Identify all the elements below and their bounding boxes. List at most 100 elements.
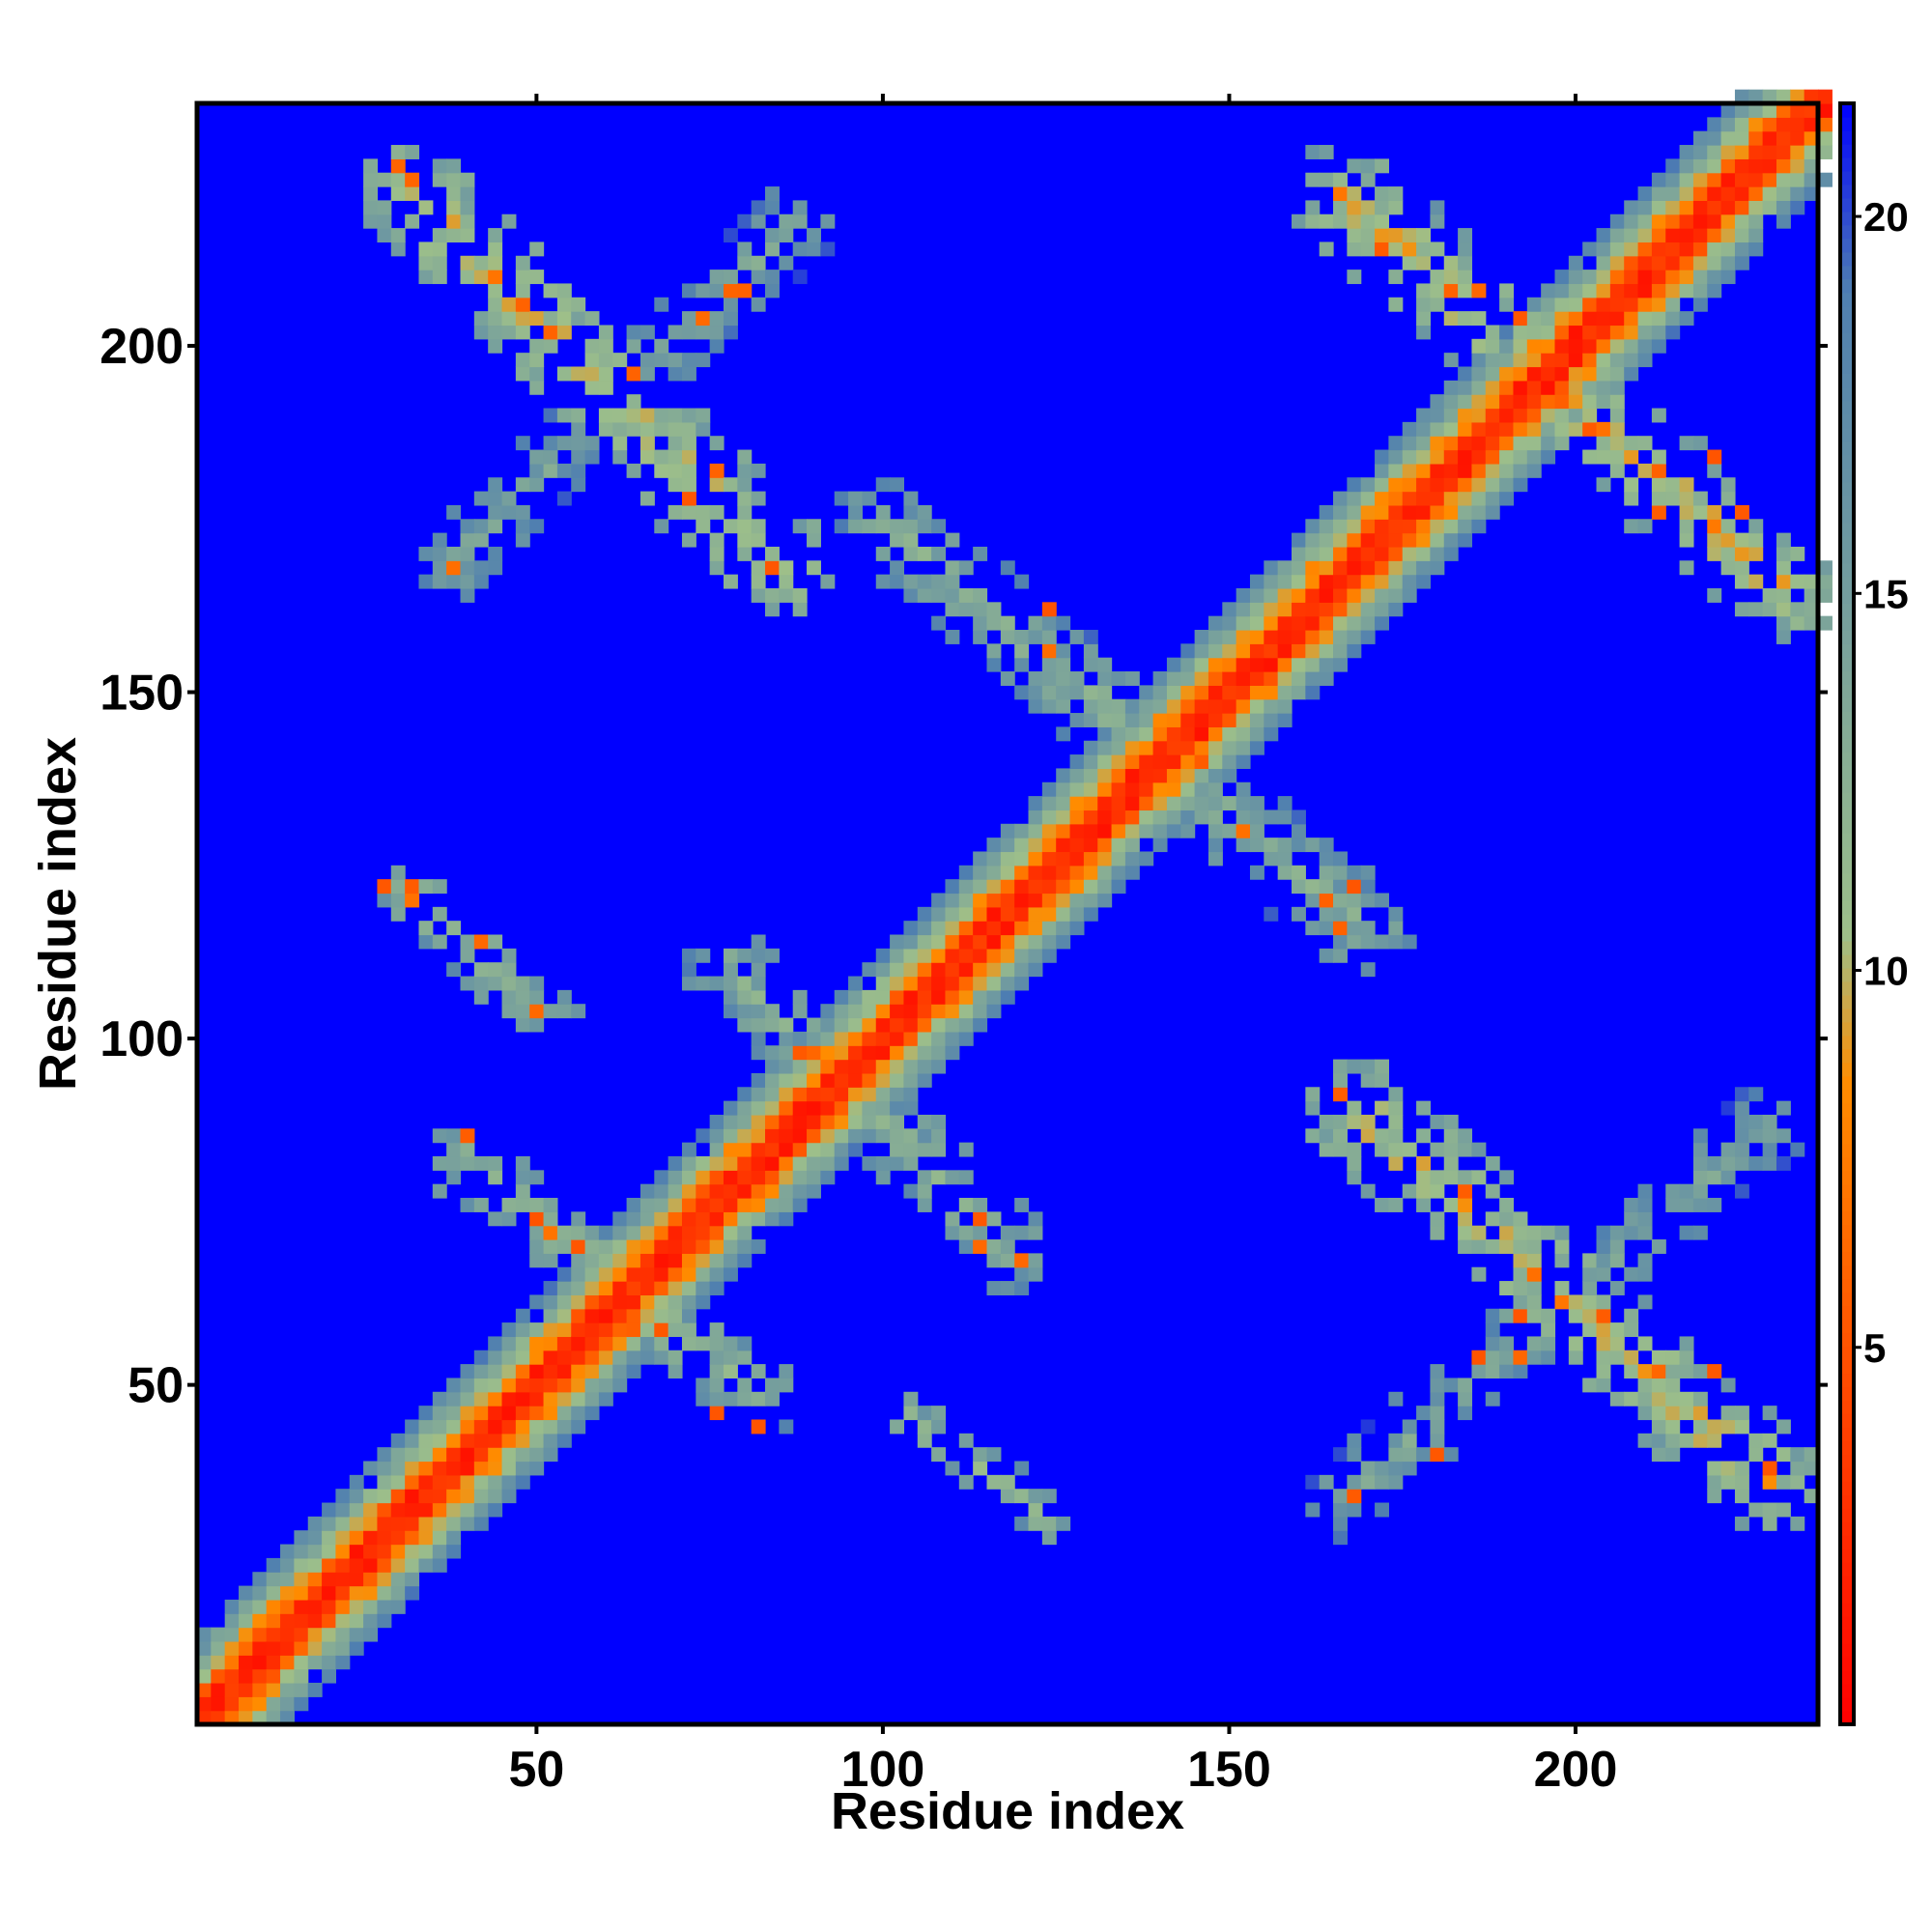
heatmap-cell: [1804, 172, 1819, 187]
heatmap-cell: [488, 1461, 503, 1476]
x-tick-label: 150: [1187, 1742, 1271, 1798]
heatmap-cell: [1582, 449, 1598, 465]
colorbar-segment: [1840, 265, 1854, 280]
heatmap-cell: [390, 1530, 406, 1546]
heatmap-cell: [1554, 1294, 1570, 1310]
heatmap-cell: [473, 1489, 489, 1504]
heatmap-cell: [1692, 1433, 1708, 1448]
heatmap-cell: [862, 1045, 877, 1061]
heatmap-cell: [668, 1239, 683, 1254]
heatmap-cell: [1734, 1087, 1749, 1102]
heatmap-cell: [418, 1461, 434, 1476]
heatmap-cell: [1208, 671, 1223, 686]
heatmap-cell: [1111, 698, 1126, 714]
heatmap-cell: [1083, 643, 1098, 659]
heatmap-cell: [418, 1530, 434, 1546]
heatmap-cell: [1637, 1336, 1653, 1351]
heatmap-cell: [1804, 615, 1819, 631]
heatmap-cell: [709, 1183, 724, 1199]
heatmap-cell: [654, 1281, 669, 1295]
heatmap-cell: [1319, 519, 1334, 534]
heatmap-cell: [1582, 408, 1598, 423]
heatmap-cell: [807, 519, 821, 534]
heatmap-cell: [239, 1640, 253, 1656]
heatmap-cell: [349, 1599, 364, 1614]
heatmap-cell: [1277, 615, 1293, 631]
heatmap-cell: [1499, 325, 1515, 340]
heatmap-cell: [1624, 311, 1639, 327]
heatmap-cell: [1748, 117, 1764, 132]
heatmap-cell: [446, 1155, 462, 1171]
heatmap-cell: [1319, 546, 1334, 561]
heatmap-cell: [848, 989, 864, 1005]
heatmap-cell: [1458, 1391, 1473, 1406]
heatmap-cell: [1624, 519, 1639, 534]
heatmap-cell: [1458, 1239, 1473, 1254]
heatmap-cell: [1541, 297, 1556, 312]
heatmap-cell: [1665, 477, 1681, 493]
heatmap-cell: [751, 213, 766, 229]
heatmap-cell: [1430, 436, 1445, 451]
heatmap-cell: [792, 1170, 808, 1185]
colorbar-segment: [1840, 860, 1854, 874]
heatmap-cell: [875, 989, 891, 1005]
heatmap-cell: [405, 1461, 420, 1476]
heatmap-cell: [322, 1613, 337, 1629]
heatmap-cell: [349, 1572, 364, 1587]
heatmap-cell: [446, 1391, 462, 1406]
heatmap-cell: [1776, 560, 1791, 576]
heatmap-cell: [626, 1198, 641, 1212]
heatmap-cell: [1402, 491, 1417, 506]
heatmap-cell: [612, 1253, 628, 1268]
colorbar-segment: [1840, 1224, 1854, 1239]
heatmap-cell: [1041, 1489, 1057, 1504]
heatmap-cell: [1665, 1447, 1681, 1463]
heatmap-cell: [418, 200, 434, 215]
heatmap-cell: [890, 1031, 905, 1046]
heatmap-cell: [432, 574, 447, 589]
heatmap-cell: [322, 1668, 337, 1684]
heatmap-cell: [709, 1142, 724, 1157]
heatmap-cell: [1069, 879, 1085, 895]
heatmap-cell: [446, 1406, 462, 1421]
heatmap-cell: [598, 408, 613, 423]
heatmap-cell: [723, 976, 738, 991]
heatmap-cell: [1347, 602, 1362, 617]
heatmap-cell: [473, 532, 489, 548]
heatmap-cell: [1499, 1350, 1515, 1365]
heatmap-cell: [1818, 560, 1833, 576]
heatmap-cell: [515, 989, 530, 1005]
heatmap-cell: [903, 1031, 919, 1046]
heatmap-cell: [1222, 796, 1237, 811]
heatmap-cell: [529, 1336, 545, 1351]
heatmap-cell: [405, 145, 420, 159]
heatmap-cell: [917, 1072, 932, 1088]
heatmap-cell: [1720, 145, 1736, 159]
heatmap-cell: [239, 1668, 253, 1684]
heatmap-cell: [266, 1655, 281, 1670]
heatmap-cell: [973, 851, 988, 867]
heatmap-cell: [1609, 242, 1625, 257]
heatmap-cell: [765, 186, 780, 201]
heatmap-cell: [1097, 893, 1113, 908]
colorbar-segment: [1840, 1197, 1854, 1212]
heatmap-cell: [737, 504, 753, 520]
heatmap-cell: [1609, 213, 1625, 229]
heatmap-cell: [1568, 1308, 1583, 1323]
heatmap-cell: [1375, 602, 1389, 617]
heatmap-cell: [418, 1447, 434, 1463]
heatmap-cell: [1776, 186, 1791, 201]
heatmap-cell: [1124, 796, 1140, 811]
heatmap-cell: [390, 893, 406, 908]
heatmap-cell: [280, 1710, 295, 1725]
heatmap-cell: [473, 976, 489, 991]
heatmap-cell: [681, 1225, 696, 1240]
colorbar-segment: [1840, 900, 1854, 915]
heatmap-cell: [1180, 781, 1196, 797]
heatmap-cell: [307, 1585, 323, 1601]
heatmap-cell: [779, 1183, 794, 1199]
heatmap-cell: [529, 1406, 545, 1421]
heatmap-cell: [1541, 408, 1556, 423]
heatmap-cell: [723, 962, 738, 978]
